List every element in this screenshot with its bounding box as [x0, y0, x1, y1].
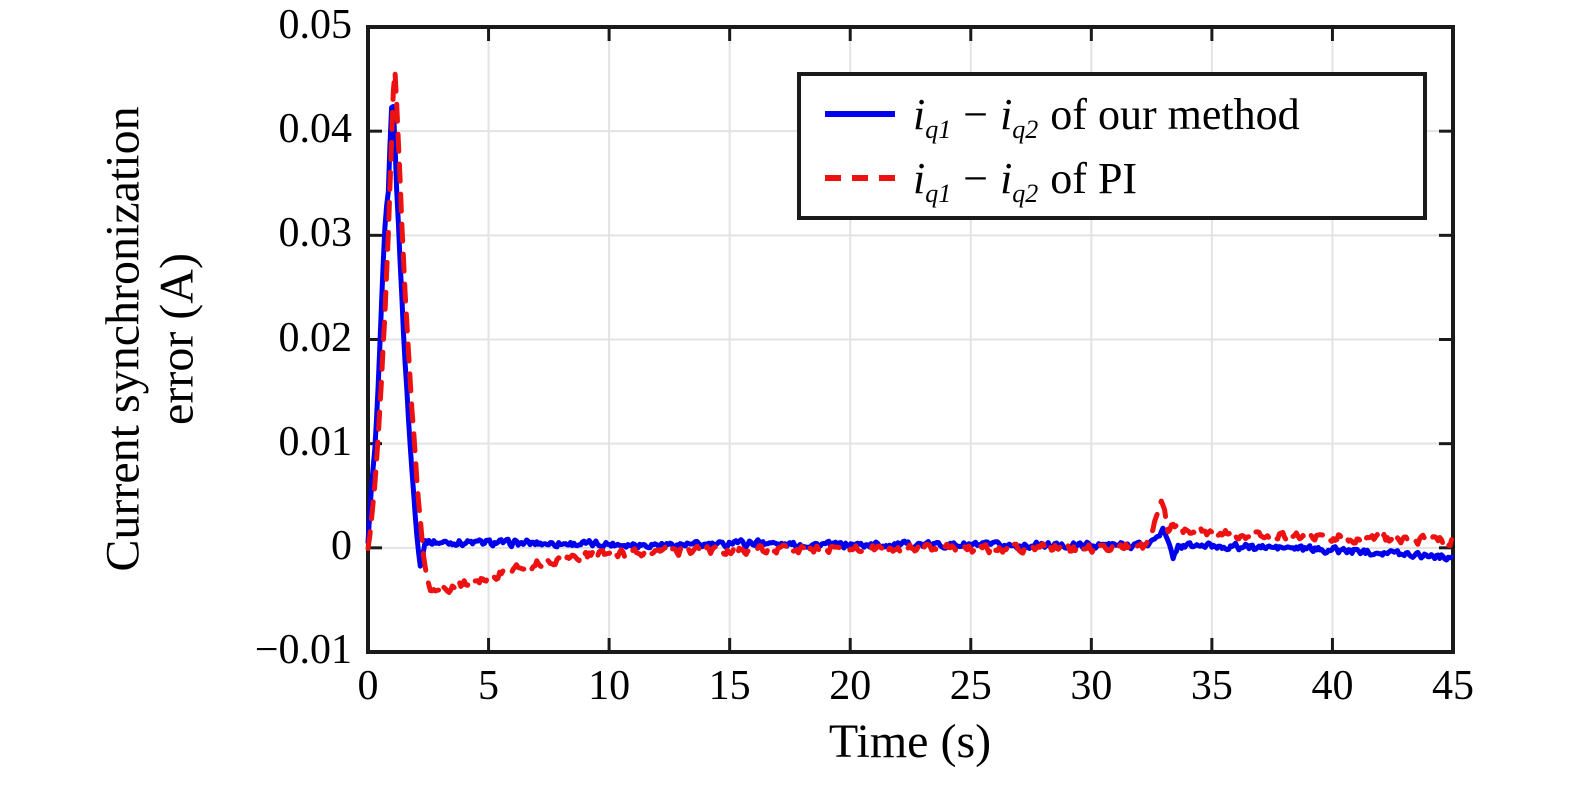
legend-text-pi: of PI — [1050, 153, 1138, 203]
legend-minus-sign: − — [963, 153, 989, 203]
legend-var-i2: i — [1000, 153, 1013, 203]
legend-var-i2: i — [1000, 89, 1013, 139]
legend-dashed-line-icon — [825, 175, 895, 181]
x-axis-label: Time (s) — [828, 715, 992, 768]
legend-item-pi: iq1− iq2 of PI — [823, 149, 1423, 207]
legend-var-i1: i — [913, 153, 926, 203]
legend-label-our-method: iq1− iq2 of our method — [913, 89, 1300, 143]
legend-sub-q1: q1 — [925, 178, 952, 208]
series-line-pi — [365, 69, 1455, 595]
axes-box — [366, 25, 1455, 654]
legend-solid-line-icon — [825, 111, 895, 117]
legend: iq1− iq2 of our method iq1− iq2 of PI — [797, 72, 1427, 220]
legend-sub-q2: q2 — [1012, 114, 1039, 144]
y-axis-label-line1: Current synchronization — [96, 106, 150, 572]
legend-var-i1: i — [913, 89, 926, 139]
legend-minus-sign: − — [963, 89, 989, 139]
y-axis-label-line2: error (A) — [150, 253, 203, 425]
legend-item-our-method: iq1− iq2 of our method — [823, 85, 1423, 143]
legend-sub-q1: q1 — [925, 114, 952, 144]
legend-text-our-method: of our method — [1050, 89, 1300, 139]
legend-sub-q2: q2 — [1012, 178, 1039, 208]
legend-label-pi: iq1− iq2 of PI — [913, 153, 1138, 207]
y-axis-label: Current synchronization error (A) — [96, 106, 204, 571]
